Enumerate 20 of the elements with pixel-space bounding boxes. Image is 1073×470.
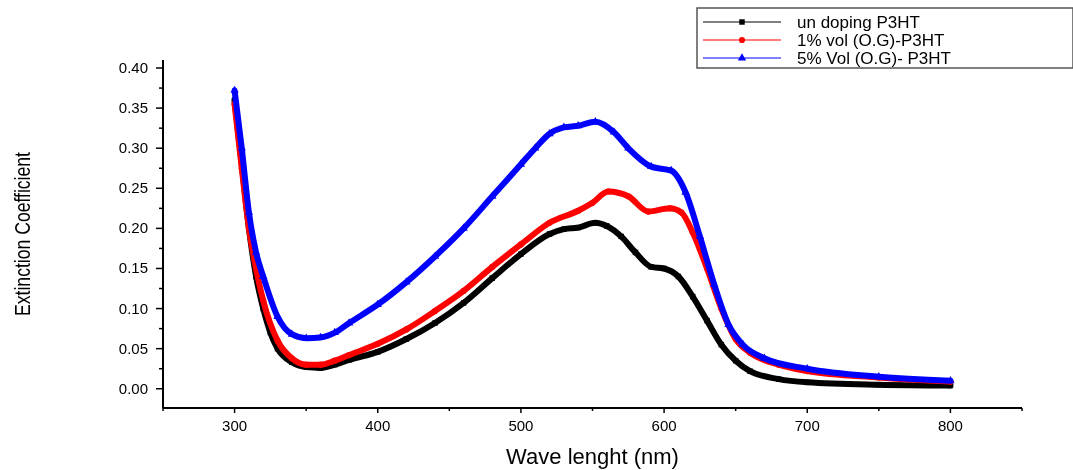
y-tick-label: 0.30 — [118, 139, 148, 157]
x-axis-title: Wave lenght (nm) — [506, 444, 679, 469]
y-tick-label: 0.15 — [118, 259, 148, 277]
y-tick-label: 0.25 — [118, 179, 148, 197]
legend-label: un doping P3HT — [797, 13, 920, 32]
x-tick-label: 700 — [794, 417, 820, 434]
y-tick-label: 0.00 — [118, 379, 148, 397]
x-tick-label: 800 — [937, 417, 963, 434]
legend-label: 5% Vol (O.G)- P3HT — [797, 49, 951, 68]
y-tick-label: 0.20 — [118, 219, 148, 237]
legend-label: 1% vol (O.G)-P3HT — [797, 31, 945, 50]
x-tick-label: 300 — [222, 417, 248, 434]
x-tick-label: 500 — [508, 417, 534, 434]
y-tick-label: 0.40 — [118, 59, 148, 77]
y-tick-label: 0.05 — [118, 339, 148, 357]
y-axis-title: Extinction Coefficient — [10, 151, 35, 316]
x-tick-label: 400 — [365, 417, 391, 434]
y-tick-label: 0.35 — [118, 99, 148, 117]
y-tick-label: 0.10 — [118, 299, 148, 317]
x-tick-label: 600 — [651, 417, 677, 434]
